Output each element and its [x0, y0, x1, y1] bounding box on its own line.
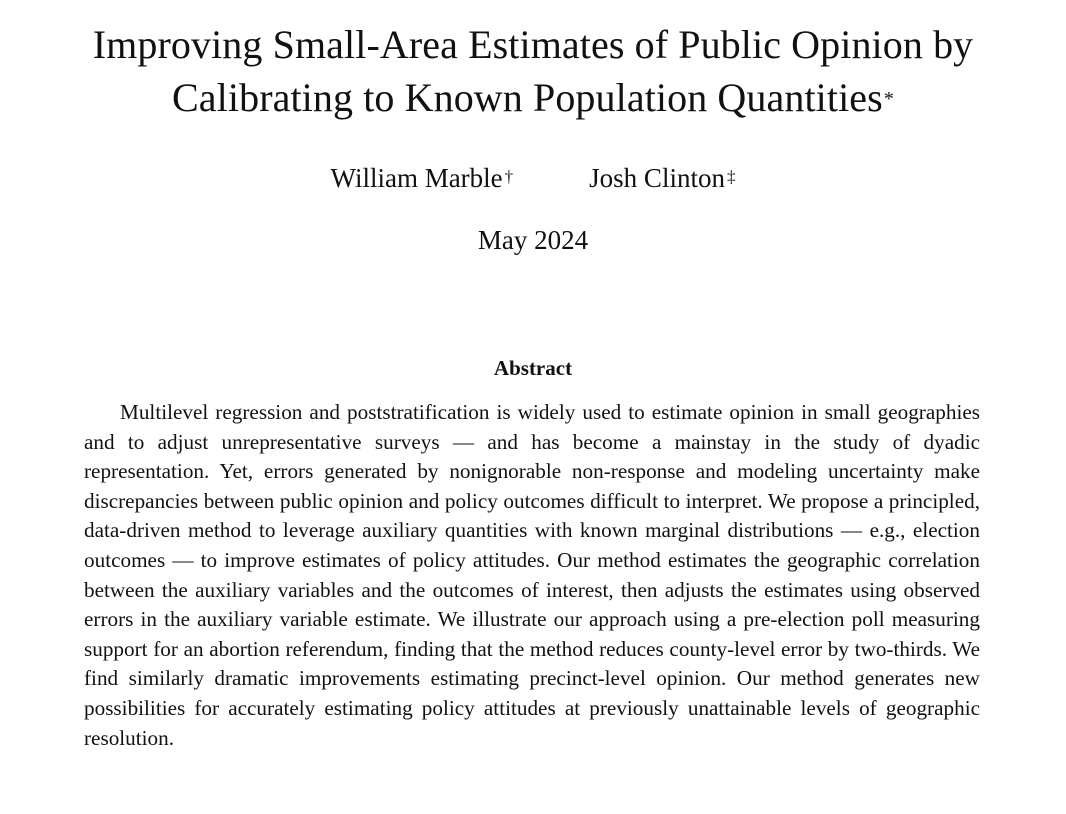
author-footnote-mark: ‡ — [726, 167, 736, 186]
title-line-1: Improving Small-Area Estimates of Public… — [92, 22, 974, 67]
title-line-2-text: Calibrating to Known Population Quantiti… — [172, 75, 883, 120]
publication-date: May 2024 — [477, 225, 589, 255]
author-list: William Marble † Josh Clinton ‡ — [0, 160, 1066, 196]
title-line-2: Calibrating to Known Population Quantiti… — [0, 71, 1066, 124]
author-footnote-mark: † — [504, 167, 514, 186]
paper-title: Improving Small-Area Estimates of Public… — [0, 18, 1066, 124]
author-name: Josh Clinton — [589, 163, 725, 193]
abstract-body: Multilevel regression and poststratifica… — [84, 400, 980, 750]
abstract-heading: Abstract — [493, 356, 573, 380]
author-william-marble: William Marble † — [331, 160, 514, 196]
title-footnote-mark: * — [883, 88, 894, 110]
author-name: William Marble — [330, 163, 503, 193]
author-josh-clinton: Josh Clinton ‡ — [589, 160, 735, 196]
